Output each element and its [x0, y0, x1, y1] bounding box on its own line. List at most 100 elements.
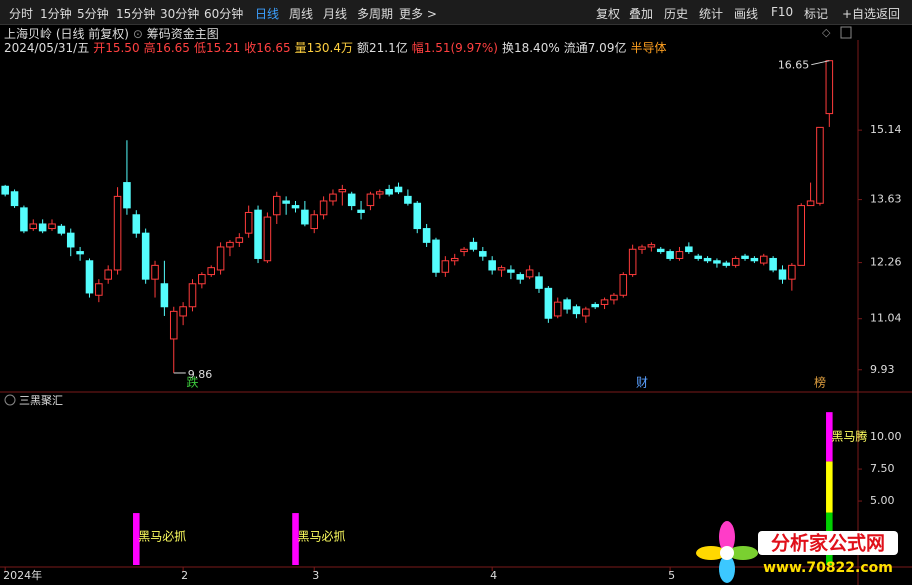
- toolbar: 分时 1分钟 5分钟 15分钟 30分钟 60分钟 日线 周线 月线 多周期 更多 > 复权 叠加 历史统…: [0, 0, 912, 25]
- candle-body: [497, 267, 506, 271]
- toolbar-button[interactable]: 画线: [734, 7, 759, 21]
- candle-body: [57, 225, 66, 234]
- toolbar-button[interactable]: F10: [771, 5, 794, 19]
- candle-body: [488, 260, 496, 271]
- annotation-arrow: [811, 60, 830, 66]
- toolbar-tab[interactable]: 1分钟: [40, 7, 72, 21]
- candle-body: [544, 287, 553, 319]
- candle-body: [432, 239, 440, 273]
- toolbar-button[interactable]: +自选: [842, 7, 877, 21]
- candle-body: [563, 299, 571, 310]
- candle-body: [20, 207, 28, 232]
- toolbar-tab[interactable]: 15分钟: [116, 7, 156, 21]
- quote-field: 收16.65: [244, 41, 291, 55]
- candle-body: [66, 232, 75, 248]
- candle-body: [759, 255, 768, 264]
- toolbar-button[interactable]: 返回: [876, 7, 901, 21]
- candle-body: [479, 251, 487, 257]
- candle-body: [722, 262, 731, 266]
- candle-body: [788, 264, 796, 280]
- candle-body: [85, 260, 94, 294]
- toolbar-tab[interactable]: 周线: [289, 7, 314, 21]
- candle-body: [647, 244, 656, 248]
- signal-label: 黑马必抓: [138, 530, 186, 544]
- candle-body: [703, 257, 712, 262]
- candle-body: [628, 248, 637, 276]
- signal-label: 黑马腾: [831, 429, 867, 444]
- x-tick-label: 4: [490, 569, 497, 582]
- candle-body: [750, 257, 759, 262]
- candle-body: [610, 294, 618, 301]
- x-tick-label: 2024年: [3, 568, 42, 582]
- quote-field: 半导体: [630, 41, 667, 55]
- y-tick-label: 5.00: [870, 494, 895, 507]
- candle-body: [198, 274, 206, 285]
- candle-body: [731, 257, 740, 266]
- candle-body: [460, 248, 468, 253]
- candle-body: [104, 269, 112, 280]
- candle-body: [685, 246, 693, 253]
- candle-body: [516, 274, 525, 280]
- toolbar-button[interactable]: 复权: [596, 7, 621, 21]
- indicator-bar: [133, 513, 140, 565]
- watermark-title: 分析家公式网: [771, 532, 885, 555]
- indicator-title: 三黑聚汇: [19, 394, 63, 407]
- event-marker: 榜: [814, 375, 826, 390]
- toolbar-button[interactable]: 标记: [804, 7, 829, 21]
- quote-field: 高16.65: [143, 41, 190, 55]
- candle-body: [169, 310, 178, 340]
- quote-field: 2024/05/31/五: [4, 41, 90, 55]
- y-tick-label: 15.14: [870, 123, 902, 136]
- quote-field: 开15.50: [93, 41, 140, 55]
- candle-body: [179, 306, 187, 317]
- toolbar-button[interactable]: 叠加: [629, 7, 654, 21]
- candle-body: [666, 251, 674, 259]
- toolbar-button[interactable]: 历史: [664, 7, 689, 21]
- indicator-icon[interactable]: [4, 394, 16, 406]
- watermark-url: www.70822.com: [763, 560, 893, 576]
- candle-body: [95, 283, 103, 296]
- candle-body: [132, 214, 141, 234]
- candle-body: [301, 209, 309, 225]
- toolbar-tab[interactable]: 月线: [323, 7, 348, 21]
- stock-name[interactable]: 上海贝岭 (日线 前复权): [4, 27, 129, 41]
- candle-body: [216, 246, 225, 271]
- main-indicator[interactable]: 筹码资金主图: [146, 27, 219, 41]
- candle-body: [769, 257, 777, 271]
- candle-body: [10, 191, 19, 207]
- candle-body: [282, 200, 290, 204]
- y-tick-label: 10.00: [870, 430, 902, 443]
- candle-body: [572, 306, 581, 315]
- candle-body: [778, 269, 787, 280]
- candle-body: [816, 126, 824, 204]
- candle-body: [535, 276, 543, 289]
- window-icon[interactable]: [840, 26, 852, 39]
- toolbar-tab[interactable]: 分时: [9, 7, 34, 21]
- toolbar-tab[interactable]: 更多 >: [399, 7, 437, 21]
- candle-body: [385, 188, 393, 195]
- diamond-icon[interactable]: ◇: [822, 26, 831, 39]
- indicator-bar: [826, 461, 833, 513]
- annotation-label: 9.86: [188, 368, 213, 381]
- candle-body: [638, 246, 646, 250]
- candle-body: [619, 274, 628, 296]
- quote-field: 换18.40%: [501, 41, 560, 55]
- y-tick-label: 11.04: [870, 312, 902, 325]
- candle-body: [366, 193, 375, 207]
- watermark: 分析家公式网 www.70822.com: [696, 521, 898, 583]
- candle-body: [76, 251, 84, 255]
- toolbar-tab[interactable]: 60分钟: [204, 7, 244, 21]
- toolbar-tab[interactable]: 多周期: [357, 7, 394, 21]
- candle-body: [272, 195, 281, 216]
- toolbar-tab[interactable]: 日线: [255, 7, 280, 21]
- candle-body: [338, 188, 347, 193]
- candle-body: [226, 241, 234, 248]
- toolbar-button[interactable]: 统计: [699, 7, 724, 21]
- toolbar-tab[interactable]: 5分钟: [77, 7, 109, 21]
- candle-body: [357, 209, 365, 213]
- candle-body: [441, 260, 450, 273]
- toolbar-tab[interactable]: 30分钟: [160, 7, 200, 21]
- quote-field: 额21.1亿: [357, 41, 408, 55]
- candle-body: [29, 223, 38, 230]
